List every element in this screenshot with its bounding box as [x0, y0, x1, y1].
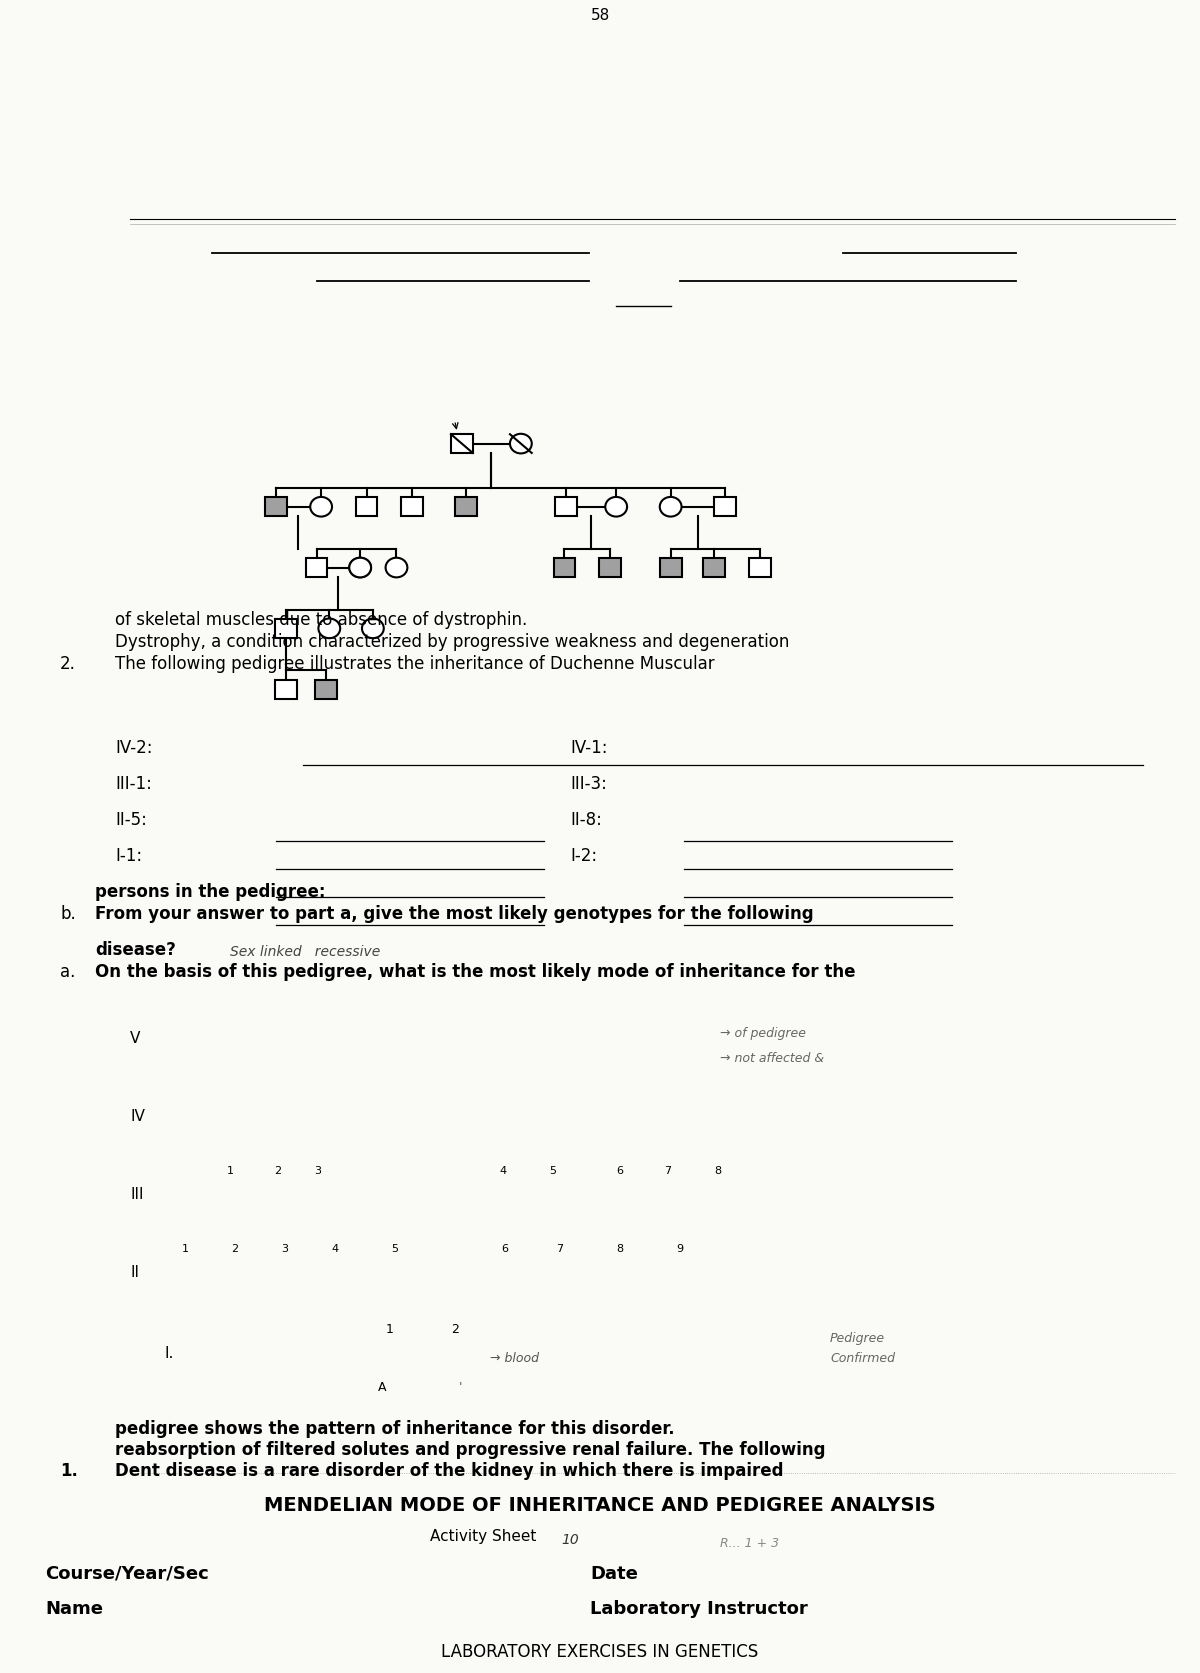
Bar — [599, 559, 620, 577]
Text: 4: 4 — [331, 1243, 338, 1253]
Text: 4: 4 — [499, 1166, 506, 1176]
Text: IV-1:: IV-1: — [570, 738, 607, 756]
Text: → of pedigree: → of pedigree — [720, 1027, 806, 1041]
Text: R... 1 + 3: R... 1 + 3 — [720, 1536, 779, 1549]
Text: 6: 6 — [617, 1166, 624, 1176]
Text: 2: 2 — [451, 1323, 458, 1335]
Bar — [714, 499, 736, 517]
Bar — [553, 559, 575, 577]
Text: I-1:: I-1: — [115, 847, 142, 865]
Text: Sex linked   recessive: Sex linked recessive — [230, 945, 380, 959]
Bar — [749, 559, 770, 577]
Text: pedigree shows the pattern of inheritance for this disorder.: pedigree shows the pattern of inheritanc… — [115, 1419, 674, 1437]
Text: V: V — [130, 1031, 140, 1046]
Text: Dystrophy, a condition characterized by progressive weakness and degeneration: Dystrophy, a condition characterized by … — [115, 632, 790, 651]
Bar — [275, 681, 296, 699]
Text: 1.: 1. — [60, 1461, 78, 1479]
Bar — [556, 499, 577, 517]
Text: 7: 7 — [665, 1166, 672, 1176]
Text: reabsorption of filtered solutes and progressive renal failure. The following: reabsorption of filtered solutes and pro… — [115, 1440, 826, 1459]
Bar — [703, 559, 725, 577]
Ellipse shape — [385, 559, 407, 579]
Bar — [660, 559, 682, 577]
Text: Course/Year/Sec: Course/Year/Sec — [46, 1564, 209, 1583]
Text: 8: 8 — [617, 1243, 624, 1253]
Text: 3: 3 — [314, 1166, 322, 1176]
Text: Dent disease is a rare disorder of the kidney in which there is impaired: Dent disease is a rare disorder of the k… — [115, 1461, 784, 1479]
Text: a.: a. — [60, 962, 76, 980]
Text: 10: 10 — [562, 1532, 578, 1546]
Bar — [306, 559, 328, 577]
Text: Name: Name — [46, 1599, 103, 1618]
Text: b.: b. — [60, 905, 76, 922]
Text: I.: I. — [166, 1345, 174, 1360]
Text: 1: 1 — [181, 1243, 188, 1253]
Text: 2.: 2. — [60, 654, 76, 673]
Bar — [401, 499, 422, 517]
Bar — [451, 435, 473, 453]
Text: persons in the pedigree:: persons in the pedigree: — [95, 882, 325, 900]
Text: Confirmed: Confirmed — [830, 1352, 895, 1365]
Text: From your answer to part a, give the most likely genotypes for the following: From your answer to part a, give the mos… — [95, 905, 814, 922]
Ellipse shape — [349, 559, 371, 579]
Text: II: II — [130, 1265, 139, 1280]
Text: IV: IV — [130, 1109, 145, 1124]
Text: LABORATORY EXERCISES IN GENETICS: LABORATORY EXERCISES IN GENETICS — [442, 1641, 758, 1660]
Text: 5: 5 — [391, 1243, 398, 1253]
Text: The following pedigree illustrates the inheritance of Duchenne Muscular: The following pedigree illustrates the i… — [115, 654, 715, 673]
Text: III: III — [130, 1186, 144, 1201]
Text: Laboratory Instructor: Laboratory Instructor — [590, 1599, 808, 1618]
Ellipse shape — [605, 497, 628, 517]
Text: 1: 1 — [227, 1166, 234, 1176]
Text: On the basis of this pedigree, what is the most likely mode of inheritance for t: On the basis of this pedigree, what is t… — [95, 962, 856, 980]
Text: 1: 1 — [386, 1323, 394, 1335]
Text: II-5:: II-5: — [115, 810, 146, 828]
Text: 8: 8 — [714, 1166, 721, 1176]
Text: Pedigree: Pedigree — [830, 1332, 886, 1345]
Text: IV-2:: IV-2: — [115, 738, 152, 756]
Text: III-1:: III-1: — [115, 775, 152, 793]
Text: disease?: disease? — [95, 940, 176, 959]
Bar — [314, 681, 336, 699]
Text: → blood: → blood — [490, 1352, 539, 1365]
Text: Activity Sheet: Activity Sheet — [430, 1529, 536, 1544]
Bar — [275, 619, 296, 639]
Text: 7: 7 — [557, 1243, 564, 1253]
Bar — [265, 499, 287, 517]
Bar — [355, 499, 378, 517]
Ellipse shape — [362, 619, 384, 639]
Text: → not affected &: → not affected & — [720, 1052, 824, 1064]
Text: II-8:: II-8: — [570, 810, 602, 828]
Text: MENDELIAN MODE OF INHERITANCE AND PEDIGREE ANALYSIS: MENDELIAN MODE OF INHERITANCE AND PEDIGR… — [264, 1496, 936, 1514]
Ellipse shape — [349, 559, 371, 579]
Text: 2: 2 — [232, 1243, 239, 1253]
Text: III-3:: III-3: — [570, 775, 607, 793]
Text: 58: 58 — [590, 8, 610, 23]
Text: 5: 5 — [550, 1166, 557, 1176]
Ellipse shape — [660, 497, 682, 517]
Text: ': ' — [458, 1380, 462, 1394]
Bar — [456, 499, 478, 517]
Text: I-2:: I-2: — [570, 847, 598, 865]
Text: Date: Date — [590, 1564, 638, 1583]
Text: 2: 2 — [275, 1166, 282, 1176]
Text: A: A — [378, 1380, 386, 1394]
Text: 9: 9 — [677, 1243, 684, 1253]
Ellipse shape — [311, 497, 332, 517]
Ellipse shape — [318, 619, 340, 639]
Text: of skeletal muscles due to absence of dystrophin.: of skeletal muscles due to absence of dy… — [115, 611, 527, 629]
Text: 6: 6 — [502, 1243, 509, 1253]
Ellipse shape — [510, 435, 532, 453]
Text: 3: 3 — [282, 1243, 288, 1253]
